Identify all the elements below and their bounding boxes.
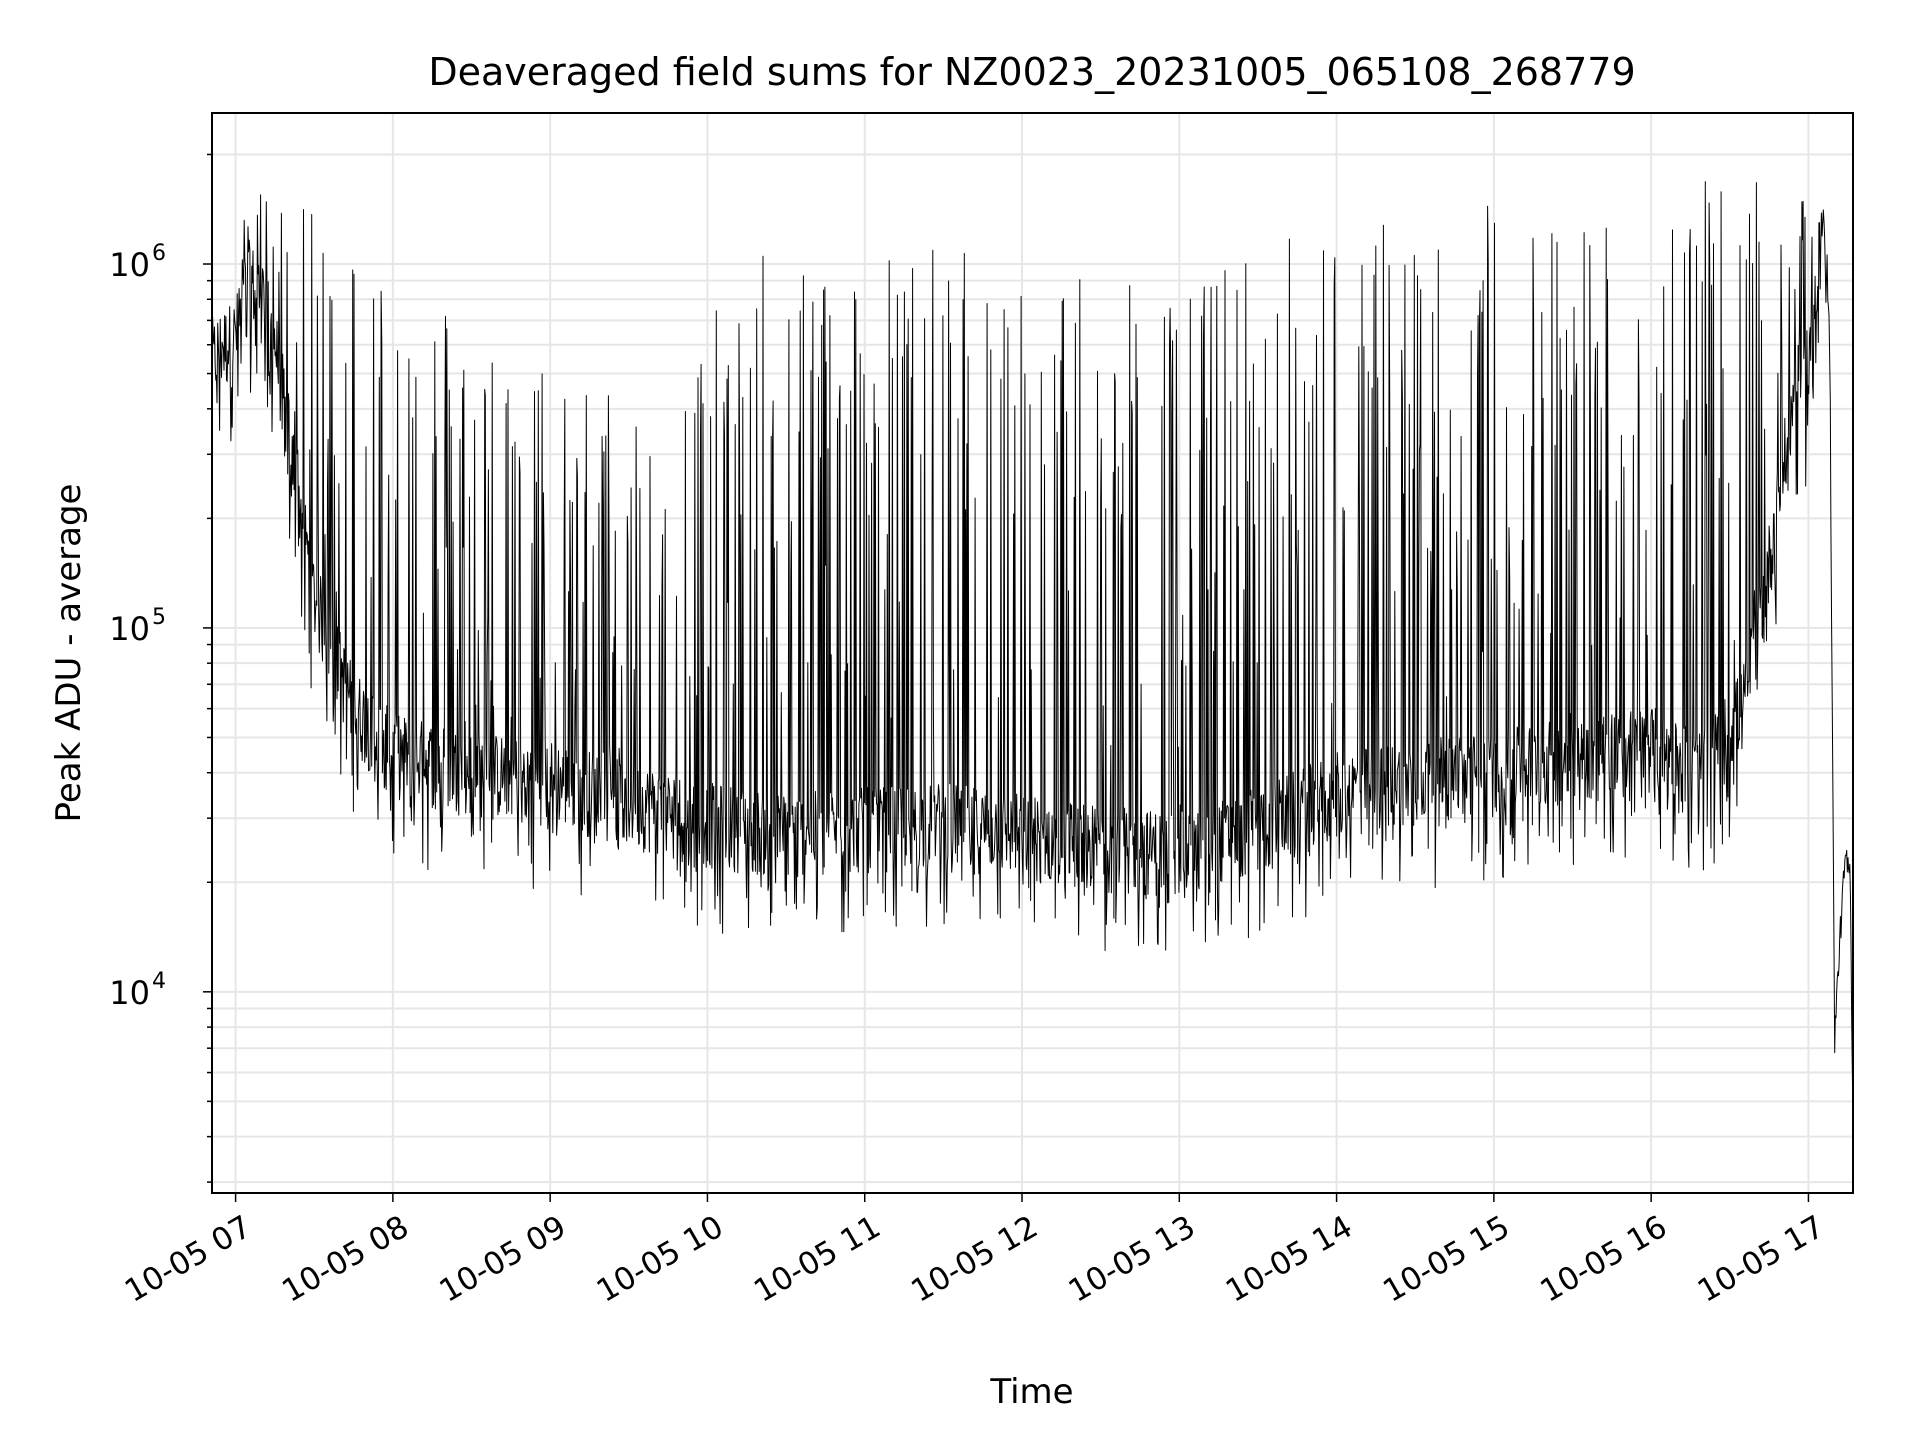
y-tick-exponent: 5 [152, 605, 166, 630]
x-axis-label: Time [989, 1372, 1073, 1412]
y-tick-exponent: 6 [152, 241, 166, 266]
y-tick-label: 10 [109, 610, 150, 648]
y-tick-exponent: 4 [152, 969, 166, 994]
chart-title: Deaveraged field sums for NZ0023_2023100… [428, 50, 1635, 94]
y-tick-base: 10 [109, 246, 150, 284]
y-tick-label: 10 [109, 246, 150, 284]
y-tick-base: 10 [109, 974, 150, 1012]
y-axis-label: Peak ADU - average [49, 484, 89, 823]
plot-frame [211, 112, 1854, 1194]
plot-series [211, 181, 1854, 1137]
y-tick-label: 10 [109, 974, 150, 1012]
series-line [211, 181, 1854, 1137]
y-tick-base: 10 [109, 610, 150, 648]
